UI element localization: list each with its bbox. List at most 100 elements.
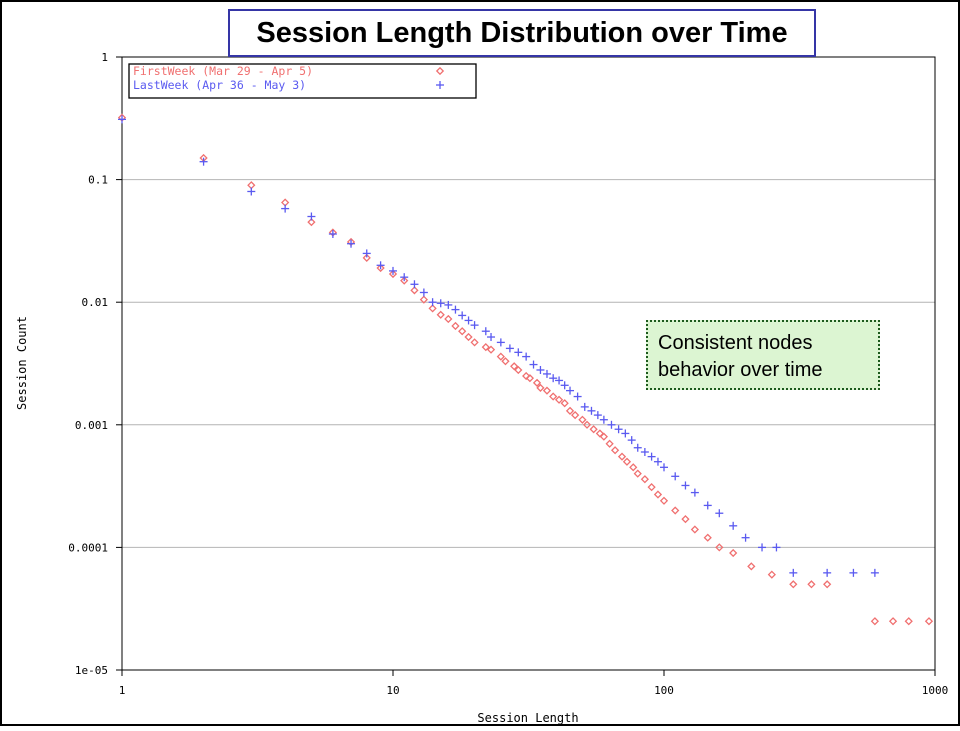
y-tick-label: 0.001 [75, 419, 108, 432]
lastweek-point [400, 273, 409, 282]
legend-marker [436, 81, 444, 89]
firstweek-point [501, 357, 510, 366]
lastweek-point [362, 249, 371, 258]
firstweek-point [362, 253, 371, 262]
lastweek-point [653, 457, 662, 466]
lastweek-point [587, 406, 596, 415]
firstweek-point [436, 310, 445, 319]
lastweek-point [419, 288, 428, 297]
y-tick-label: 0.01 [82, 296, 109, 309]
firstweek-point [536, 383, 545, 393]
lastweek-point [566, 386, 575, 395]
firstweek-point [729, 548, 738, 558]
lastweek-point [389, 266, 397, 275]
firstweek-point [647, 483, 656, 492]
lastweek-point [347, 239, 356, 248]
plot-area [121, 56, 936, 671]
lastweek-point [607, 420, 616, 429]
lastweek-point [715, 509, 724, 518]
lastweek-point [481, 327, 490, 336]
firstweek-point [715, 543, 724, 552]
firstweek-point [458, 327, 467, 336]
firstweek-point [681, 515, 690, 524]
firstweek-point [470, 338, 479, 347]
lastweek-point [681, 481, 690, 490]
lastweek-point [758, 543, 767, 552]
lastweek-point [555, 376, 564, 385]
firstweek-point [789, 580, 798, 589]
firstweek-point [451, 321, 460, 331]
firstweek-point [703, 533, 712, 542]
lastweek-point [660, 463, 668, 472]
firstweek-point [525, 374, 535, 383]
lastweek-point [549, 374, 558, 383]
firstweek-point [464, 332, 473, 342]
firstweek-point [747, 562, 756, 571]
lastweek-point [376, 261, 385, 270]
lastweek-point [307, 212, 316, 221]
firstweek-point [419, 295, 428, 304]
firstweek-point [924, 617, 934, 626]
firstweek-point [904, 617, 913, 626]
lastweek-point [772, 543, 781, 552]
firstweek-point [629, 463, 638, 472]
legend-marker [435, 66, 445, 76]
lastweek-point [633, 443, 642, 452]
chart-title: Session Length Distribution over Time [228, 9, 816, 57]
firstweek-point [410, 286, 419, 295]
lastweek-point [621, 429, 630, 438]
x-axis-label: Session Length [477, 711, 578, 725]
y-tick-label: 1 [101, 51, 108, 64]
lastweek-point [487, 333, 496, 342]
firstweek-point [640, 475, 649, 484]
firstweek-point [571, 410, 580, 420]
lastweek-point [729, 521, 738, 530]
lastweek-point [741, 533, 750, 542]
lastweek-point [849, 568, 858, 577]
lastweek-point [505, 344, 514, 353]
lastweek-point [870, 568, 879, 577]
firstweek-point [617, 452, 627, 461]
firstweek-point [510, 362, 519, 371]
lastweek-point [823, 568, 832, 577]
firstweek-point [307, 217, 316, 227]
y-tick-label: 0.0001 [68, 541, 108, 554]
lastweek-point [436, 299, 445, 308]
lastweek-point [599, 415, 608, 424]
lastweek-point [522, 352, 531, 361]
legend-box [128, 63, 477, 99]
firstweek-point [599, 432, 608, 441]
lastweek-point [464, 316, 473, 325]
lastweek-point [118, 115, 126, 124]
lastweek-point [410, 280, 419, 289]
annotation-line-2: behavior over time [658, 359, 823, 381]
firstweek-point [376, 263, 385, 273]
lastweek-point [640, 447, 649, 456]
firstweek-point [428, 304, 437, 313]
firstweek-point [560, 399, 569, 408]
firstweek-point [542, 386, 552, 395]
annotation-line-1: Consistent nodes [658, 332, 813, 354]
lastweek-point [199, 157, 208, 166]
lastweek-point [428, 298, 437, 307]
lastweek-point [536, 365, 545, 374]
lastweek-point [703, 501, 712, 510]
lastweek-point [281, 204, 290, 213]
lastweek-point [614, 425, 623, 434]
lastweek-point [451, 305, 460, 314]
legend-entry-label: LastWeek (Apr 36 - May 3) [133, 78, 306, 92]
lastweek-point [580, 402, 589, 411]
x-tick-label: 10 [386, 684, 399, 697]
y-axis-label: Session Count [15, 316, 29, 410]
lastweek-point [514, 348, 523, 357]
lastweek-point [328, 229, 337, 238]
firstweek-point [659, 496, 669, 505]
lastweek-point [690, 488, 699, 497]
x-tick-label: 1 [119, 684, 126, 697]
firstweek-point [565, 406, 575, 415]
lastweek-point [671, 472, 680, 481]
firstweek-point [514, 365, 523, 375]
firstweek-point [522, 371, 531, 381]
lastweek-point [529, 360, 538, 369]
y-tick-label: 1e-05 [75, 664, 108, 677]
